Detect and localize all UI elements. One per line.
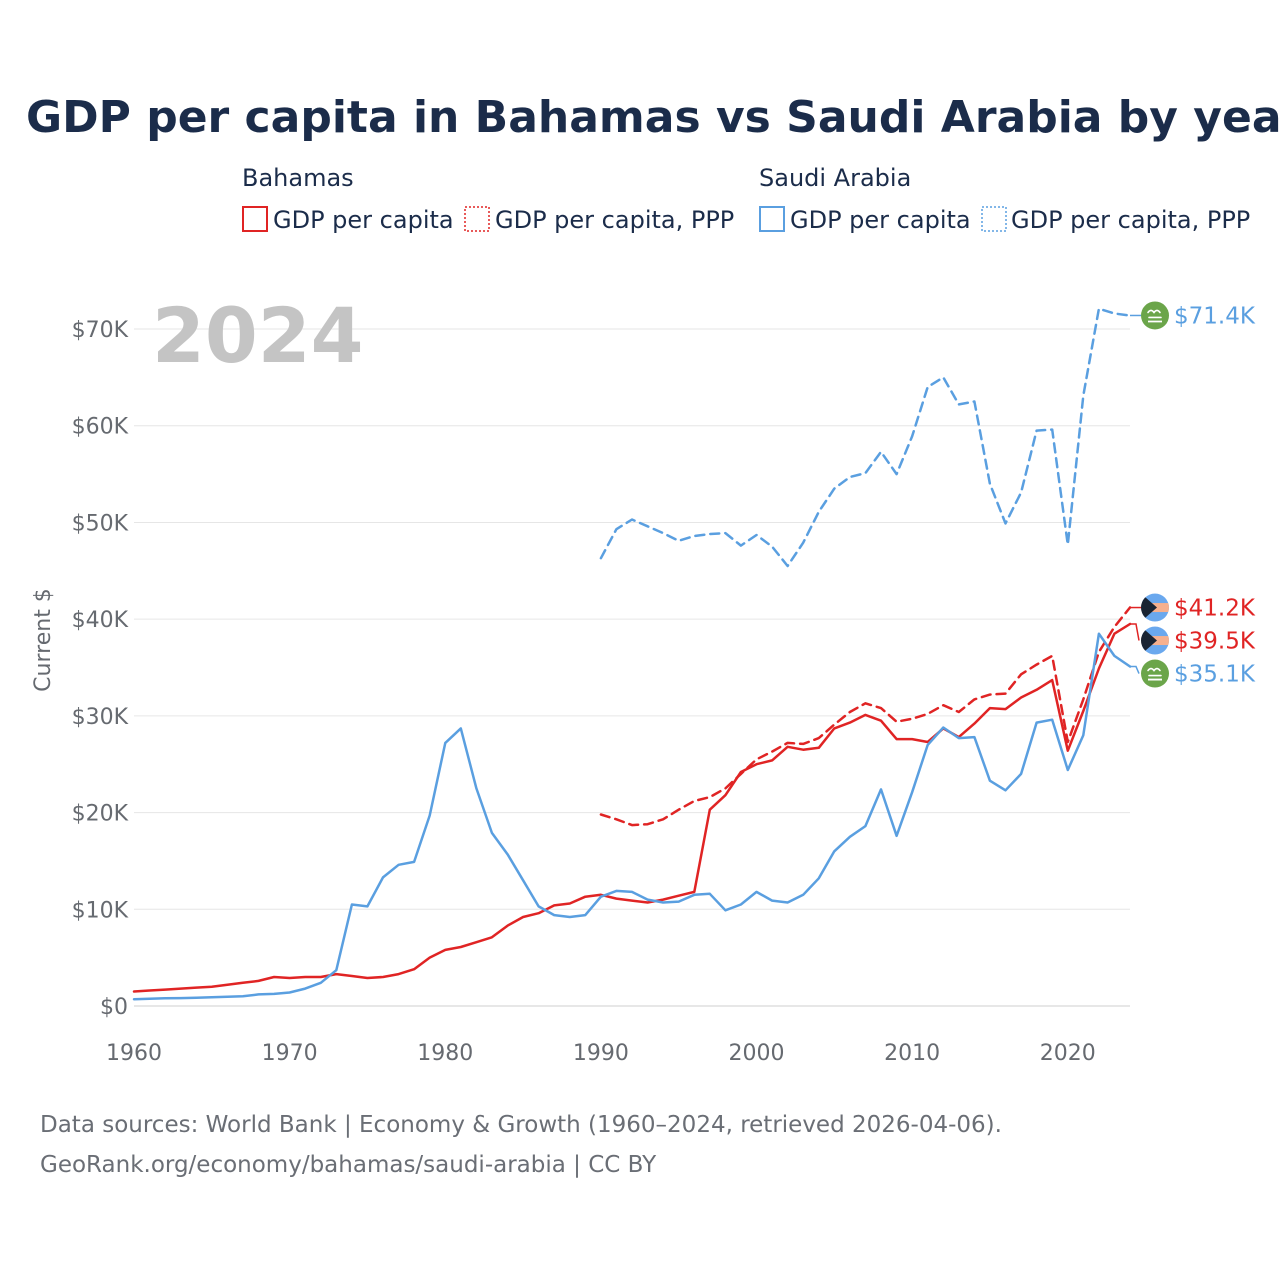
x-tick-label: 1980 bbox=[417, 1041, 473, 1066]
end-label-group: $41.2K bbox=[1130, 593, 1256, 622]
grid bbox=[134, 328, 1130, 1007]
legend-label-saudi-ppp[interactable]: GDP per capita, PPP bbox=[1011, 206, 1250, 234]
legend-group-saudi-arabia: Saudi Arabia bbox=[759, 164, 911, 192]
y-tick-label: $20K bbox=[72, 802, 129, 827]
axes: $0 $10K $20K $30K $40K $50K $60K $70K 1960 1970 19… bbox=[72, 318, 1096, 1066]
x-tick-label: 1990 bbox=[573, 1041, 629, 1066]
end-labels: $71.4K $41.2K $39.5K $35.1K bbox=[1130, 301, 1256, 688]
end-value-label: $41.2K bbox=[1174, 596, 1256, 622]
end-value-label: $71.4K bbox=[1174, 303, 1256, 329]
y-tick-label: $60K bbox=[72, 415, 129, 440]
end-value-label: $39.5K bbox=[1174, 629, 1256, 655]
y-tick-label: $10K bbox=[72, 898, 129, 923]
end-label-connector bbox=[1130, 623, 1140, 641]
end-label-connector bbox=[1130, 665, 1140, 674]
y-tick-label: $30K bbox=[72, 705, 129, 730]
source-line-2[interactable]: GeoRank.org/economy/bahamas/saudi-arabia… bbox=[40, 1152, 657, 1178]
end-value-label: $35.1K bbox=[1174, 662, 1256, 688]
legend-swatch-saudi-ppp bbox=[981, 206, 1007, 232]
y-tick-label: $0 bbox=[100, 995, 128, 1020]
y-axis-label: Current $ bbox=[31, 588, 56, 692]
x-tick-label: 1960 bbox=[106, 1041, 162, 1066]
legend-swatch-bahamas-gdp bbox=[242, 206, 268, 232]
legend-group-bahamas: Bahamas bbox=[242, 164, 354, 192]
end-label-group: $39.5K bbox=[1130, 623, 1256, 655]
y-tick-label: $70K bbox=[72, 318, 129, 343]
series-line-saudi-arabia-gdp-per-capita-ppp[interactable] bbox=[599, 307, 1132, 568]
legend-label-bahamas-gdp[interactable]: GDP per capita bbox=[273, 206, 454, 234]
series bbox=[132, 307, 1132, 1001]
legend: Bahamas GDP per capita GDP per capita, P… bbox=[242, 164, 1250, 234]
source-line-1: Data sources: World Bank | Economy & Gro… bbox=[40, 1112, 1002, 1138]
end-label-group: $35.1K bbox=[1130, 659, 1256, 688]
x-tick-label: 2020 bbox=[1040, 1041, 1096, 1066]
saudi-arabia-flag-icon bbox=[1141, 301, 1169, 330]
legend-label-bahamas-ppp[interactable]: GDP per capita, PPP bbox=[495, 206, 734, 234]
series-line-bahamas-gdp-per-capita-ppp[interactable] bbox=[599, 606, 1132, 827]
saudi-arabia-flag-icon bbox=[1141, 659, 1169, 688]
series-line-saudi-arabia-gdp-per-capita[interactable] bbox=[132, 632, 1132, 1001]
chart-title: GDP per capita in Bahamas vs Saudi Arabi… bbox=[26, 92, 1280, 143]
series-line-bahamas-gdp-per-capita[interactable] bbox=[132, 622, 1132, 993]
year-watermark: 2024 bbox=[152, 291, 364, 380]
x-tick-label: 1970 bbox=[262, 1041, 318, 1066]
x-tick-label: 2000 bbox=[729, 1041, 785, 1066]
legend-swatch-bahamas-ppp bbox=[464, 206, 490, 232]
legend-label-saudi-gdp[interactable]: GDP per capita bbox=[790, 206, 971, 234]
x-tick-label: 2010 bbox=[884, 1041, 940, 1066]
y-tick-label: $40K bbox=[72, 608, 129, 633]
legend-swatch-saudi-gdp bbox=[759, 206, 785, 232]
bahamas-flag-icon bbox=[1141, 626, 1169, 655]
bahamas-flag-icon bbox=[1141, 593, 1169, 622]
y-tick-label: $50K bbox=[72, 511, 129, 536]
end-label-group: $71.4K bbox=[1130, 301, 1256, 330]
